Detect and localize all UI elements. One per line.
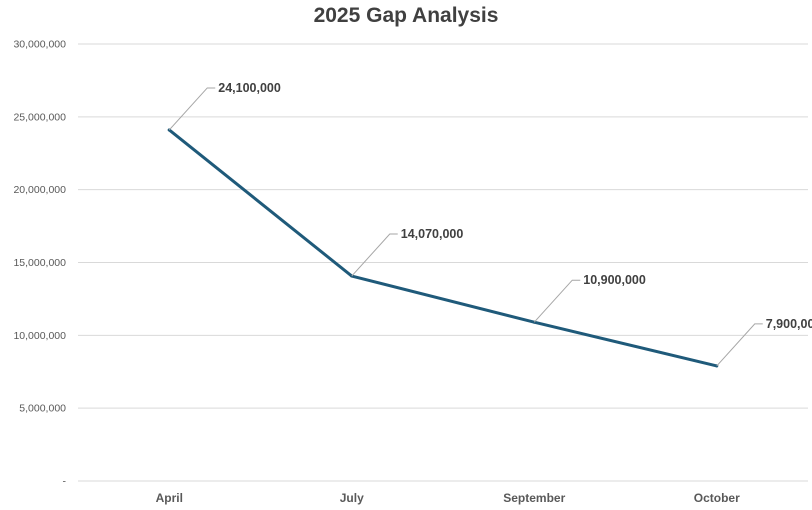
y-tick-label: 30,000,000 [13,39,66,51]
x-tick-label: July [340,491,364,505]
leader-line [168,87,216,131]
x-tick-label: October [694,491,740,505]
y-tick-label: - [63,476,67,488]
y-tick-label: 10,000,000 [13,330,66,342]
data-label: 7,900,000 [766,317,812,331]
chart-title: 2025 Gap Analysis [313,4,499,27]
x-tick-label: April [156,491,183,505]
leader-line [716,323,763,367]
leader-line [351,233,398,277]
x-tick-label: September [503,491,565,505]
series-line [167,128,719,368]
leader-line [533,279,581,323]
y-tick-label: 25,000,000 [13,111,66,123]
y-tick-label: 15,000,000 [13,257,66,269]
data-label: 14,070,000 [401,227,464,241]
data-label: 24,100,000 [218,81,281,95]
y-tick-label: 20,000,000 [13,184,66,196]
y-tick-label: 5,000,000 [19,403,66,415]
data-label: 10,900,000 [583,273,646,287]
